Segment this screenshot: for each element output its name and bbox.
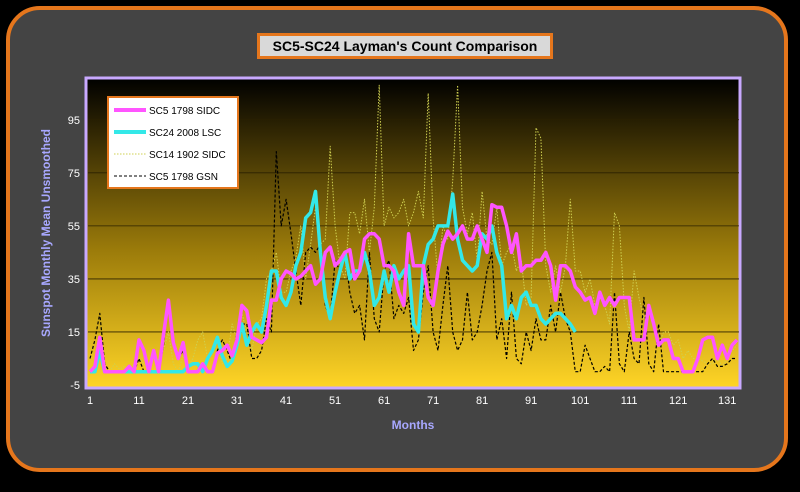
series-line bbox=[90, 189, 577, 374]
legend-label: SC24 2008 LSC bbox=[149, 128, 221, 139]
y-tick-label: 95 bbox=[68, 115, 80, 127]
y-tick-label: 35 bbox=[68, 274, 80, 286]
x-tick-label: 111 bbox=[621, 395, 638, 407]
y-tick-label: 15 bbox=[68, 327, 80, 339]
y-tick-label: -5 bbox=[70, 380, 80, 392]
x-tick-label: 51 bbox=[329, 395, 341, 407]
series-line bbox=[88, 202, 739, 374]
x-tick-label: 61 bbox=[378, 395, 390, 407]
plot-area bbox=[84, 76, 742, 390]
x-tick-label: 31 bbox=[231, 395, 243, 407]
legend: SC5 1798 SIDC SC24 2008 LSC SC14 1902 SIDC… bbox=[107, 96, 239, 189]
x-tick-label: 91 bbox=[525, 395, 537, 407]
legend-label: SC5 1798 SIDC bbox=[149, 106, 220, 117]
x-axis-label: Months bbox=[392, 418, 435, 432]
legend-label: SC5 1798 GSN bbox=[149, 172, 218, 183]
legend-label: SC14 1902 SIDC bbox=[149, 150, 226, 161]
chart-title: SC5-SC24 Layman's Count Comparison bbox=[272, 38, 538, 54]
series-line bbox=[89, 84, 738, 373]
x-tick-label: 41 bbox=[280, 395, 292, 407]
x-tick-label: 1 bbox=[87, 395, 93, 407]
x-tick-label: 81 bbox=[476, 395, 488, 407]
y-tick-label: 55 bbox=[68, 221, 80, 233]
y-tick-label: 75 bbox=[68, 168, 80, 180]
x-tick-label: 101 bbox=[571, 395, 589, 407]
y-axis-label: Sunspot Monthly Mean Unsmoothed bbox=[39, 129, 53, 337]
chart-title-box: SC5-SC24 Layman's Count Comparison bbox=[257, 33, 553, 59]
x-tick-label: 21 bbox=[182, 395, 194, 407]
x-tick-label: 131 bbox=[718, 395, 736, 407]
x-tick-label: 71 bbox=[427, 395, 439, 407]
x-tick-label: 121 bbox=[669, 395, 687, 407]
x-tick-label: 11 bbox=[133, 395, 144, 407]
